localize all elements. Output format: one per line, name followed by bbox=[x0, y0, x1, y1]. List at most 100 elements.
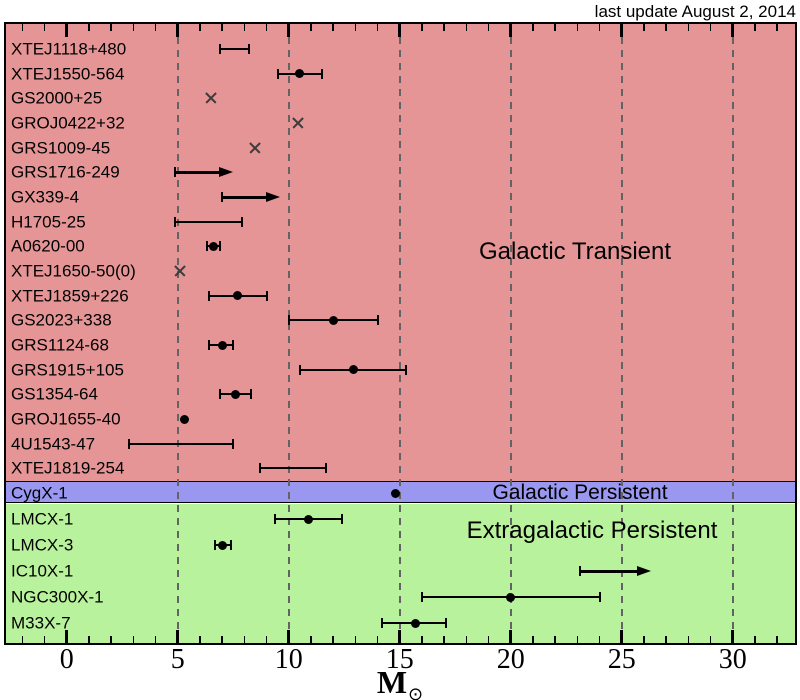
gridline-5 bbox=[176, 24, 179, 643]
mass-dot bbox=[304, 514, 314, 524]
mass-cross bbox=[249, 142, 261, 154]
source-label: CygX-1 bbox=[11, 483, 68, 503]
error-bar-cap bbox=[287, 315, 290, 326]
source-label: A0620-00 bbox=[11, 236, 85, 256]
error-bar-cap bbox=[258, 463, 261, 474]
tick-top-26 bbox=[643, 24, 645, 31]
limit-arrowhead bbox=[265, 191, 280, 202]
error-bar-cap bbox=[376, 315, 379, 326]
gridline-20 bbox=[509, 24, 512, 643]
error-bar bbox=[259, 467, 327, 470]
error-bar bbox=[128, 442, 234, 445]
source-label: XTEJ1550-564 bbox=[11, 64, 125, 84]
error-bar-cap bbox=[265, 290, 268, 301]
source-label: IC10X-1 bbox=[11, 561, 74, 581]
error-bar-cap bbox=[420, 592, 423, 602]
source-label: 4U1543-47 bbox=[11, 434, 96, 454]
mass-dot bbox=[179, 414, 189, 424]
tick-top-12 bbox=[332, 24, 334, 31]
x-tick-label-15: 15 bbox=[385, 644, 414, 675]
source-label: GRS1716-249 bbox=[11, 162, 120, 182]
tick-bottom-22 bbox=[554, 636, 556, 643]
tick-top-17 bbox=[443, 24, 445, 31]
tick-bottom-1 bbox=[88, 636, 90, 643]
tick-bottom-17 bbox=[443, 636, 445, 643]
tick-top-32 bbox=[776, 24, 778, 31]
tick-top-5 bbox=[176, 24, 180, 37]
tick-bottom-12 bbox=[332, 636, 334, 643]
tick-bottom-30 bbox=[731, 630, 735, 643]
error-bar-cap bbox=[218, 241, 221, 252]
error-bar-cap bbox=[232, 340, 235, 351]
mass-dot bbox=[230, 389, 240, 399]
tick-bottom--1 bbox=[43, 636, 46, 643]
error-bar-cap bbox=[405, 364, 408, 375]
source-label: LMCX-3 bbox=[11, 535, 74, 555]
tick-top-31 bbox=[754, 24, 756, 31]
mass-dot bbox=[233, 291, 243, 301]
source-label: GS2023+338 bbox=[11, 310, 112, 330]
source-label: GS1354-64 bbox=[11, 384, 98, 404]
x-axis-title: M⊙ bbox=[377, 666, 423, 700]
tick-bottom-27 bbox=[665, 636, 667, 643]
tick-bottom-31 bbox=[754, 636, 756, 643]
gridline-15 bbox=[398, 24, 401, 643]
tick-top-16 bbox=[421, 24, 423, 31]
error-bar-cap bbox=[205, 241, 208, 252]
error-bar-cap bbox=[249, 389, 252, 400]
mass-dot bbox=[390, 488, 400, 498]
tick-top-25 bbox=[620, 24, 624, 37]
error-bar-cap bbox=[207, 290, 210, 301]
error-bar-cap bbox=[325, 463, 328, 474]
error-bar-cap bbox=[380, 618, 383, 628]
mass-dot bbox=[217, 540, 227, 550]
tick-bottom-2 bbox=[110, 636, 112, 643]
tick-bottom-25 bbox=[620, 630, 624, 643]
mass-cross bbox=[292, 117, 304, 129]
error-bar-cap bbox=[340, 514, 343, 524]
source-label: H1705-25 bbox=[11, 212, 86, 232]
limit-line bbox=[579, 569, 639, 573]
tick-bottom-4 bbox=[154, 636, 157, 643]
mass-dot bbox=[208, 241, 218, 251]
source-label: GROJ0422+32 bbox=[11, 113, 125, 133]
source-label: GRS1915+105 bbox=[11, 360, 124, 380]
section-title-galactic-transient: Galactic Transient bbox=[478, 238, 672, 265]
plot-area: XTEJ1118+480 XTEJ1550-564 GS2000+25 GROJ042… bbox=[4, 22, 797, 645]
mass-cross bbox=[205, 92, 217, 104]
source-label: M33X-7 bbox=[11, 613, 71, 633]
mass-dot bbox=[506, 592, 516, 602]
tick-bottom-11 bbox=[310, 636, 312, 643]
limit-line bbox=[222, 195, 268, 199]
error-bar-cap bbox=[127, 438, 130, 449]
x-axis-title-main: M bbox=[376, 664, 408, 700]
tick-bottom-26 bbox=[643, 636, 645, 643]
tick-top-9 bbox=[265, 24, 268, 31]
error-bar-cap bbox=[598, 592, 601, 602]
tick-top-3 bbox=[132, 24, 135, 31]
tick-top-28 bbox=[687, 24, 690, 31]
error-bar-cap bbox=[214, 540, 217, 550]
source-label: NGC300X-1 bbox=[11, 587, 104, 607]
source-label: GRS1009-45 bbox=[11, 138, 111, 158]
error-bar-cap bbox=[276, 68, 279, 79]
tick-bottom-32 bbox=[776, 636, 778, 643]
tick-bottom-23 bbox=[576, 636, 579, 643]
error-bar-cap bbox=[232, 438, 235, 449]
tick-bottom-5 bbox=[176, 630, 180, 643]
error-bar-cap bbox=[445, 618, 448, 628]
x-tick-label-0: 0 bbox=[59, 644, 74, 675]
tick-bottom-0 bbox=[65, 630, 69, 643]
tick-bottom-21 bbox=[532, 636, 534, 643]
x-tick-label-20: 20 bbox=[496, 644, 525, 675]
gridline-30 bbox=[731, 24, 734, 643]
tick-bottom-29 bbox=[709, 636, 712, 643]
tick-top-6 bbox=[199, 24, 201, 31]
tick-top-21 bbox=[532, 24, 534, 31]
tick-top-11 bbox=[310, 24, 312, 31]
tick-top-4 bbox=[154, 24, 157, 31]
source-label: GRS1124-68 bbox=[11, 335, 109, 355]
mass-cross bbox=[174, 265, 186, 277]
mass-dot bbox=[295, 69, 305, 79]
